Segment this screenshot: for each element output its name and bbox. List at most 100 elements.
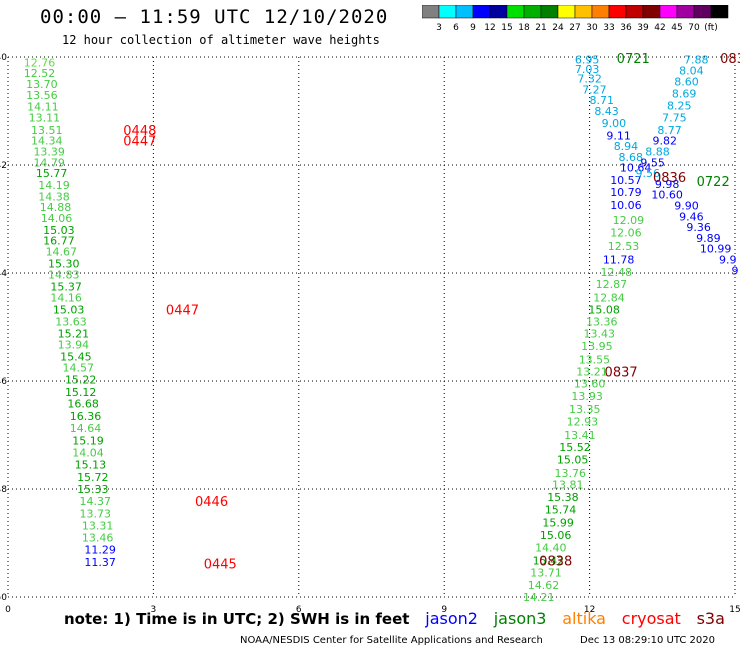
wave-height-value: 14.06 <box>41 212 73 225</box>
wave-height-value: 9.11 <box>606 129 631 142</box>
scale-label: 15 <box>501 23 512 33</box>
legend-cryosat: cryosat <box>621 609 681 628</box>
y-tick-label: 42 <box>0 161 7 171</box>
scale-label: 6 <box>453 23 459 33</box>
wave-height-value: 15.22 <box>65 373 97 386</box>
scale-swatch <box>659 5 678 19</box>
wave-height-value: 13.43 <box>584 327 616 340</box>
wave-height-value: 13.46 <box>82 532 114 545</box>
y-tick-label: 48 <box>0 485 7 495</box>
wave-height-value: 14.79 <box>33 156 65 169</box>
wave-height-value: 15.52 <box>559 441 591 454</box>
wave-height-value: 15.45 <box>60 351 92 364</box>
x-tick-label: 0 <box>5 605 11 615</box>
pass-time-label: 0445 <box>204 558 237 573</box>
y-tick-label: 44 <box>0 269 7 279</box>
y-tick-label: 50 <box>0 593 7 603</box>
scale-swatch <box>625 5 644 19</box>
wave-height-value: 8.88 <box>645 146 670 159</box>
wave-height-value: 7.32 <box>577 73 602 86</box>
page-subtitle: 12 hour collection of altimeter wave hei… <box>62 33 380 47</box>
wave-height-value: 15.72 <box>77 471 109 484</box>
wave-height-value: 10.57 <box>610 174 642 187</box>
wave-height-value: 13.71 <box>530 567 562 580</box>
wave-height-value: 14.62 <box>528 579 560 592</box>
wave-height-value: 14.16 <box>50 291 82 304</box>
credit-line: NOAA/NESDIS Center for Satellite Applica… <box>240 635 543 646</box>
scale-swatch <box>489 5 508 19</box>
wave-height-value: 15.42 <box>533 554 565 567</box>
wave-height-value: 12.09 <box>613 214 645 227</box>
pass-time-label: 0447 <box>123 135 156 150</box>
wave-height-value: 9.56 <box>636 167 661 180</box>
wave-height-value: 13.36 <box>586 316 618 329</box>
y-tick-label: 40 <box>0 53 7 63</box>
scale-label: 18 <box>518 23 530 33</box>
pass-time-label: 0447 <box>166 304 199 319</box>
wave-height-value: 14.37 <box>79 495 111 508</box>
wave-height-value: 15.99 <box>542 516 574 529</box>
x-tick-label: 3 <box>151 605 157 615</box>
wave-height-value: 14.04 <box>72 446 104 459</box>
wave-height-value: 10.79 <box>610 186 642 199</box>
scale-swatch <box>557 5 576 19</box>
scale-label: 33 <box>603 23 614 33</box>
scale-swatch <box>506 5 525 19</box>
scale-label: 21 <box>535 23 546 33</box>
wave-height-value: 15.03 <box>53 304 85 317</box>
wave-height-value: 12.76 <box>24 56 56 69</box>
wave-height-value: 10.06 <box>610 199 642 212</box>
color-scale-legend: 3 6 9 12 15 18 21 24 27 30 33 36 39 42 45 70 (ft) <box>422 5 729 33</box>
wave-height-value: 13.76 <box>554 467 586 480</box>
wave-height-value: 11.37 <box>84 556 116 569</box>
wave-height-value: 15.30 <box>48 257 80 270</box>
wave-height-value: 9.89 <box>696 232 721 245</box>
wave-height-value: 8.68 <box>619 151 644 164</box>
wave-height-value: 13.21 <box>576 365 608 378</box>
wave-height-value: 9.82 <box>652 135 677 148</box>
legend-jason2: jason2 <box>425 609 478 628</box>
pass-time-label: 0836 <box>653 171 686 186</box>
wave-height-value: 13.51 <box>31 124 63 137</box>
wave-height-value: 10.64 <box>620 162 652 175</box>
wave-height-value: 14.88 <box>40 201 72 214</box>
wave-height-value: 9.98 <box>655 178 680 191</box>
legend-altika: altika <box>562 609 606 628</box>
scale-swatch <box>455 5 474 19</box>
wave-height-value: 15.33 <box>77 483 109 496</box>
wave-height-value: 14.11 <box>27 101 59 114</box>
wave-height-value: 9.55 <box>640 156 665 169</box>
wave-height-value: 7.03 <box>575 63 600 76</box>
wave-height-value: 7.27 <box>582 83 607 96</box>
wave-height-value: 12.52 <box>24 67 56 80</box>
wave-height-value: 9.46 <box>679 210 704 223</box>
wave-height-value: 7.88 <box>684 54 709 67</box>
scale-swatch <box>472 5 491 19</box>
wave-height-value: 15.38 <box>547 491 579 504</box>
wave-height-value: 15.12 <box>65 386 97 399</box>
wave-height-value: 8.94 <box>614 140 639 153</box>
footer-note-line: note: 1) Time is in UTC; 2) SWH is in fe… <box>64 609 725 628</box>
y-tick-label: 46 <box>0 377 7 387</box>
pass-time-label: 0446 <box>195 495 228 510</box>
wave-height-value: 8.60 <box>674 75 699 88</box>
pass-time-label: 083 <box>720 52 740 67</box>
scale-swatch <box>591 5 610 19</box>
scale-swatch <box>422 5 440 19</box>
wave-height-value: 8.25 <box>667 100 692 113</box>
wave-height-value: 15.37 <box>50 281 82 294</box>
wave-height-value: 13.94 <box>58 338 90 351</box>
wave-height-value: 14.40 <box>535 541 567 554</box>
wave-height-value: 13.81 <box>552 479 584 492</box>
scale-label: 36 <box>620 23 632 33</box>
axis-ticks: 0 3 6 9 12 15 40 42 44 46 48 50 <box>0 53 740 615</box>
wave-height-value: 10.60 <box>651 189 683 202</box>
wave-height-value: 8.43 <box>594 105 619 118</box>
wave-height-value: 13.73 <box>79 507 111 520</box>
wave-height-value: 9.90 <box>674 200 699 213</box>
x-tick-label: 12 <box>584 605 595 615</box>
wave-height-value: 15.08 <box>588 304 620 317</box>
render-timestamp: Dec 13 08:29:10 UTC 2020 <box>580 635 715 646</box>
pass-time-label: 0722 <box>697 175 730 190</box>
wave-height-value: 11.29 <box>84 543 116 556</box>
